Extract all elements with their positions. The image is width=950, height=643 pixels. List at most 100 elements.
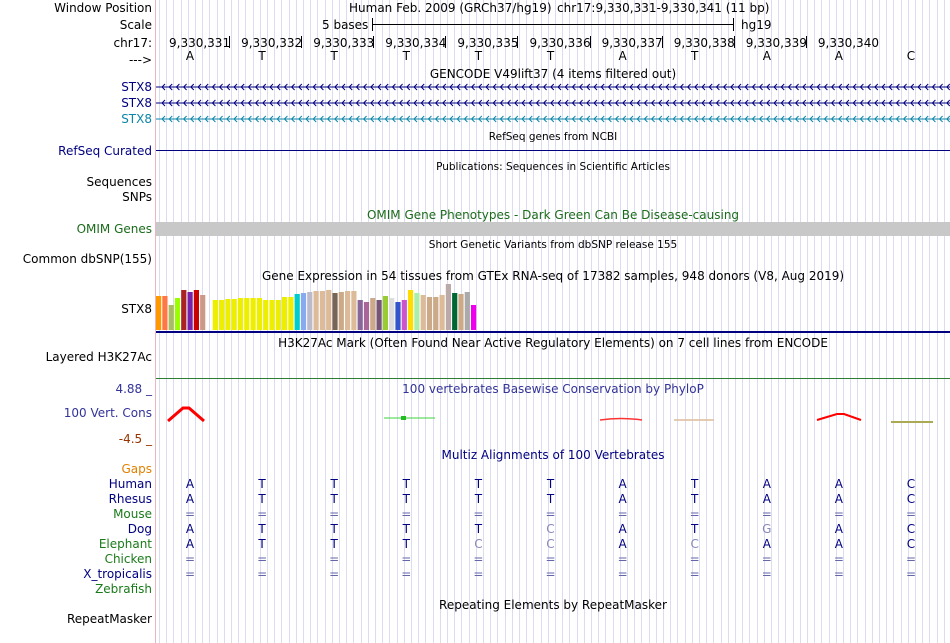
track-label-stx8-2[interactable]: STX8 [121, 96, 152, 110]
track-label-refseq[interactable]: RefSeq Curated [58, 144, 152, 158]
phylop-peak-2-mark [401, 416, 406, 420]
strand-arrow-icon [924, 99, 929, 107]
strand-arrow-icon [643, 99, 648, 107]
phylop-conservation-graph[interactable] [156, 400, 950, 430]
alignment-base: T [330, 477, 338, 491]
strand-arrow-icon [348, 83, 353, 91]
strand-arrow-icon [650, 83, 655, 91]
alignment-base: = [257, 552, 268, 566]
strand-arrow-icon [269, 83, 274, 91]
track-label-stx8-1[interactable]: STX8 [121, 80, 152, 94]
track-label-stx8-3[interactable]: STX8 [121, 112, 152, 126]
base-letter: T [474, 49, 483, 63]
strand-arrow-icon [787, 83, 792, 91]
strand-arrow-icon [816, 83, 821, 91]
strand-arrow-icon [218, 99, 223, 107]
gridline [476, 0, 477, 643]
strand-arrow-icon [607, 115, 612, 123]
strand-arrow-icon [514, 99, 519, 107]
position-text: chr17:9,330,331-9,330,341 (11 bp) [557, 1, 770, 15]
gridline [375, 0, 376, 643]
strand-arrow-icon [269, 115, 274, 123]
strand-arrow-icon [809, 99, 814, 107]
gencode-transcripts[interactable] [156, 80, 950, 130]
strand-arrow-icon [614, 115, 619, 123]
panel-divider[interactable] [155, 0, 156, 643]
strand-arrow-icon [737, 83, 742, 91]
track-label-sequences[interactable]: Sequences [86, 175, 152, 189]
gridline [735, 0, 736, 643]
alignment-base: = [617, 567, 628, 581]
omim-gene-bar[interactable] [156, 222, 950, 236]
alignment-base: T [402, 477, 410, 491]
track-label-h3k27ac[interactable]: Layered H3K27Ac [45, 350, 152, 364]
strand-arrow-icon [902, 115, 907, 123]
gridline [929, 0, 930, 643]
strand-arrow-icon [881, 99, 886, 107]
strand-arrow-icon [283, 99, 288, 107]
track-label-repeatmasker[interactable]: RepeatMasker [66, 612, 152, 626]
track-label-gtex[interactable]: STX8 [121, 302, 152, 316]
species-label-human[interactable]: Human [108, 477, 152, 491]
refseq-transcript-line[interactable] [156, 150, 950, 151]
species-label-zebrafish[interactable]: Zebrafish [95, 582, 152, 596]
species-label-dog[interactable]: Dog [127, 522, 152, 536]
scale-text: 5 bases [322, 18, 369, 32]
gridline [605, 0, 606, 643]
refseq-track-title: RefSeq genes from NCBI [488, 131, 618, 143]
ruler-coordinate-label: 9,330,337 [601, 36, 663, 50]
species-label-mouse[interactable]: Mouse [113, 507, 152, 521]
strand-arrow-icon [838, 99, 843, 107]
track-label-omim[interactable]: OMIM Genes [76, 222, 152, 236]
strand-arrow-icon [535, 99, 540, 107]
strand-arrow-icon [398, 83, 403, 91]
strand-arrow-icon [715, 99, 720, 107]
strand-arrow-icon [521, 83, 526, 91]
species-label-xtropicalis[interactable]: X_tropicalis [83, 567, 152, 581]
ruler-coordinate-label: 9,330,338 [673, 36, 735, 50]
alignment-base: = [329, 567, 340, 581]
gtex-tissue-bar [294, 294, 300, 330]
track-label-snps[interactable]: SNPs [122, 190, 152, 204]
alignment-base: = [184, 507, 196, 521]
alignment-base: T [546, 492, 555, 506]
strand-arrow-icon [888, 115, 893, 123]
dbsnp-track-title: Short Genetic Variants from dbSNP releas… [428, 239, 678, 251]
gtex-tissue-bar [395, 302, 401, 330]
strand-arrow-icon [478, 115, 483, 123]
strand-arrow-icon [326, 83, 331, 91]
species-label-chicken[interactable]: Chicken [104, 552, 152, 566]
multiz-track-title: Multiz Alignments of 100 Vertebrates [441, 448, 665, 462]
strand-arrow-icon [550, 83, 555, 91]
alignment-base: = [184, 552, 196, 566]
strand-arrow-icon [506, 115, 511, 123]
track-label-cons[interactable]: 100 Vert. Cons [63, 406, 152, 420]
cons-min-value: -4.5 _ [118, 432, 152, 446]
strand-arrow-icon [816, 115, 821, 123]
species-label-elephant[interactable]: Elephant [98, 537, 152, 551]
strand-arrow-icon [794, 115, 799, 123]
strand-arrow-icon [528, 115, 533, 123]
track-label-dbsnp[interactable]: Common dbSNP(155) [22, 252, 152, 266]
ruler-coordinate-label: 9,330,340 [817, 36, 879, 50]
strand-arrow-icon [852, 83, 857, 91]
gtex-tissue-bar [332, 293, 338, 330]
strand-arrow-icon [686, 115, 691, 123]
strand-arrow-icon [708, 115, 713, 123]
strand-arrow-icon [341, 115, 346, 123]
alignment-base: A [834, 477, 843, 491]
track-image-area[interactable]: Human Feb. 2009 (GRCh37/hg19) chr17:9,33… [156, 0, 950, 643]
alignment-base: T [691, 477, 699, 491]
strand-arrow-icon [636, 115, 641, 123]
strand-arrow-icon [672, 99, 677, 107]
alignment-base: A [618, 477, 627, 491]
strand-arrow-icon [665, 83, 670, 91]
strand-arrow-icon [722, 115, 727, 123]
base-letter: T [546, 49, 555, 63]
gridline [382, 0, 383, 643]
multiz-gaps-label[interactable]: Gaps [121, 462, 152, 476]
strand-arrow-icon [542, 115, 547, 123]
gtex-tissue-bar [426, 297, 433, 330]
species-label-rhesus[interactable]: Rhesus [108, 492, 152, 506]
gtex-bar-chart[interactable] [156, 282, 556, 332]
